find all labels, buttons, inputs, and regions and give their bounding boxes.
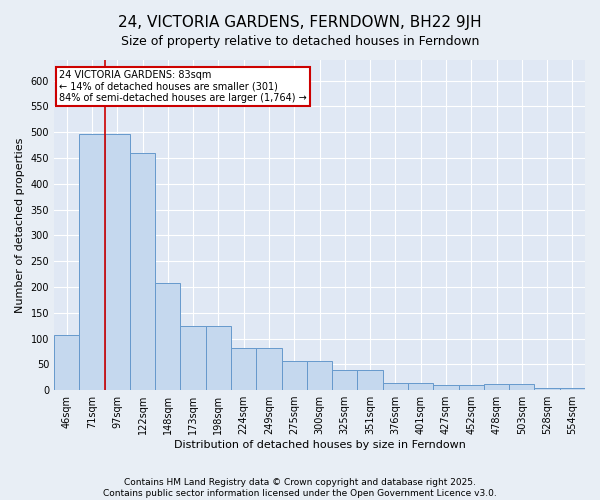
Bar [104, 134, 130, 390]
Bar [206, 326, 231, 390]
Bar [535, 388, 560, 390]
Bar [256, 348, 281, 390]
Text: Contains HM Land Registry data © Crown copyright and database right 2025.
Contai: Contains HM Land Registry data © Crown c… [103, 478, 497, 498]
Bar [231, 348, 256, 390]
Bar [484, 384, 509, 390]
Bar [332, 370, 358, 390]
Bar [79, 134, 104, 390]
Bar [181, 326, 206, 390]
Bar [281, 360, 307, 390]
Bar [358, 370, 383, 390]
Text: Size of property relative to detached houses in Ferndown: Size of property relative to detached ho… [121, 35, 479, 48]
Bar [509, 384, 535, 390]
Bar [458, 386, 484, 390]
Text: 24 VICTORIA GARDENS: 83sqm
← 14% of detached houses are smaller (301)
84% of sem: 24 VICTORIA GARDENS: 83sqm ← 14% of deta… [59, 70, 307, 103]
Bar [130, 153, 155, 390]
Bar [307, 360, 332, 390]
Bar [155, 284, 181, 390]
X-axis label: Distribution of detached houses by size in Ferndown: Distribution of detached houses by size … [173, 440, 466, 450]
Bar [433, 386, 458, 390]
Bar [54, 335, 79, 390]
Text: 24, VICTORIA GARDENS, FERNDOWN, BH22 9JH: 24, VICTORIA GARDENS, FERNDOWN, BH22 9JH [118, 15, 482, 30]
Bar [408, 384, 433, 390]
Bar [560, 388, 585, 390]
Y-axis label: Number of detached properties: Number of detached properties [15, 138, 25, 312]
Bar [383, 384, 408, 390]
